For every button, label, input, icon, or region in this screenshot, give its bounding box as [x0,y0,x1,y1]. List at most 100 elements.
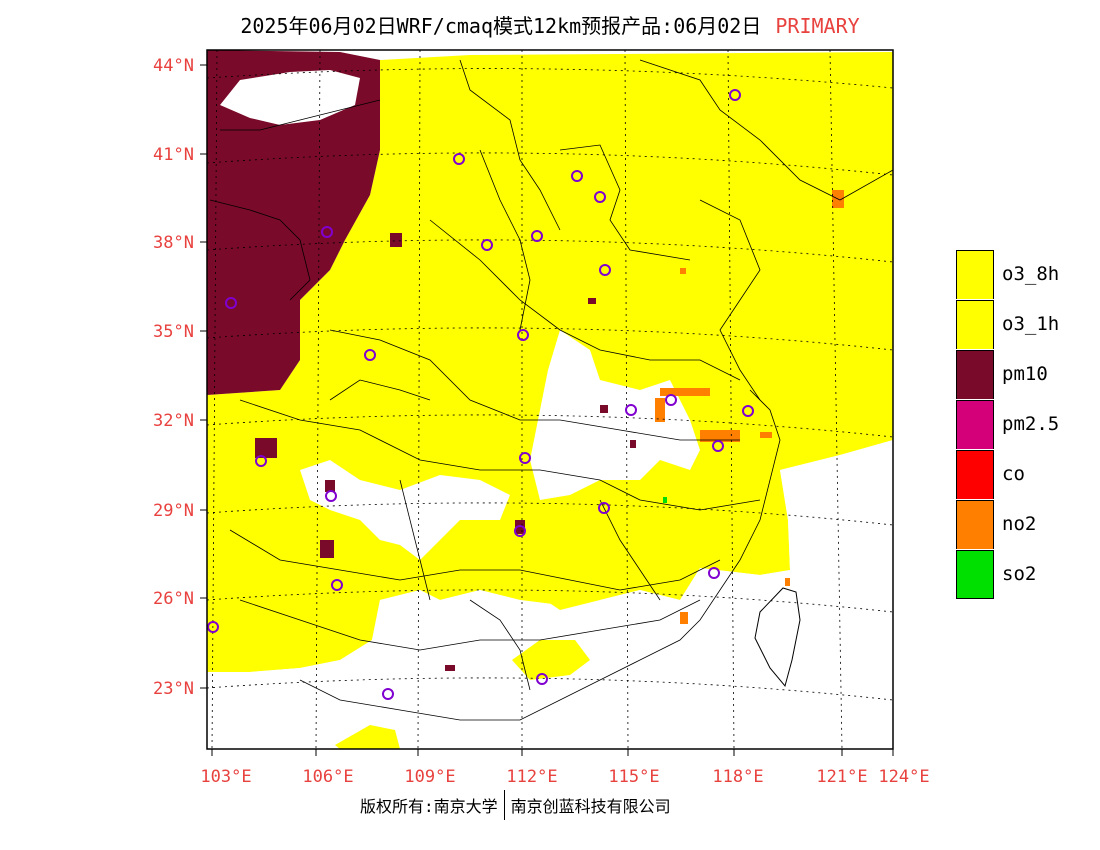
lat-label: 23°N [153,679,194,699]
legend-swatch [956,299,994,349]
tick-marks [200,64,894,756]
pm10-spot [255,438,277,458]
lat-label: 26°N [153,589,194,609]
pm10-spot [445,665,455,671]
no2-spot [680,268,686,274]
pm10-spot [630,440,636,448]
legend: o3_8h o3_1h pm10 pm2.5 co no2 so2 [956,249,1059,599]
station-marker [207,621,219,633]
station-marker [625,404,637,416]
legend-label: so2 [1002,563,1037,585]
no2-spot [655,398,665,422]
station-marker [255,455,267,467]
station-marker [598,502,610,514]
legend-swatch [956,549,994,599]
station-marker [708,567,720,579]
no2-spot [785,578,790,586]
station-marker [321,226,333,238]
lon-label: 103°E [200,767,251,787]
station-marker [729,89,741,101]
station-marker [382,688,394,700]
legend-label: o3_8h [1002,263,1060,285]
o3-patch-south-1 [512,640,590,680]
station-marker [594,191,606,203]
legend-item-so2: so2 [956,549,1059,599]
lat-label: 32°N [153,411,194,431]
legend-item-o3-1h: o3_1h [956,299,1059,349]
legend-swatch [956,449,994,499]
no2-spot [660,388,710,396]
station-marker [453,153,465,165]
o3-patch-south-2 [335,725,400,749]
no2-spot [760,432,772,438]
lon-label: 124°E [878,767,929,787]
station-marker [225,297,237,309]
title-main: 2025年06月02日WRF/cmaq模式12km预报产品:06月02日 [240,14,762,38]
station-marker [364,349,376,361]
legend-label: no2 [1002,513,1037,535]
station-marker [742,405,754,417]
lon-label: 109°E [404,767,455,787]
lat-labels: 44°N 41°N 38°N 35°N 32°N 29°N 26°N 23°N [153,56,194,699]
legend-item-pm25: pm2.5 [956,399,1059,449]
o3-patch-south-3 [545,580,600,610]
station-marker [517,329,529,341]
so2-spot [663,497,667,503]
lat-label: 44°N [153,56,194,76]
white-hole-north [220,70,360,125]
footer-divider [503,790,505,820]
map-area [207,50,893,749]
lon-label: 121°E [816,767,867,787]
lon-label: 112°E [506,767,557,787]
white-east-sea [780,440,893,570]
map-frame [206,49,894,750]
lon-label: 118°E [712,767,763,787]
title-primary-tag: PRIMARY [775,14,860,38]
legend-swatch [956,399,994,449]
no2-spot [680,612,688,624]
station-marker [712,440,724,452]
pm10-spot [320,540,334,558]
taiwan-outline [754,587,801,688]
station-marker [519,452,531,464]
province-boundaries [209,59,893,721]
copyright-left: 版权所有:南京大学 [360,797,498,816]
legend-label: co [1002,463,1025,485]
pm10-spot [325,480,335,492]
legend-item-co: co [956,449,1059,499]
station-marker [536,673,548,685]
legend-label: pm2.5 [1002,413,1060,435]
legend-label: o3_1h [1002,313,1060,335]
station-markers [207,89,754,700]
lat-label: 29°N [153,501,194,521]
copyright-right: 南京创蓝科技有限公司 [510,797,671,816]
station-marker [514,525,526,537]
lat-label: 38°N [153,233,194,253]
lat-label: 35°N [153,322,194,342]
station-marker [571,170,583,182]
legend-item-no2: no2 [956,499,1059,549]
lat-label: 41°N [153,145,194,165]
legend-swatch [956,349,994,399]
lon-labels: 103°E 106°E 109°E 112°E 115°E 118°E 121°… [200,767,929,787]
legend-item-o3-8h: o3_8h [956,249,1059,299]
pm10-spot [390,233,402,247]
lon-label: 106°E [302,767,353,787]
legend-swatch [956,249,994,299]
white-basin-central [530,330,700,500]
station-marker [331,579,343,591]
legend-label: pm10 [1002,363,1048,385]
station-marker [325,490,337,502]
pm10-spot [588,298,596,304]
copyright-footer: 版权所有:南京大学 南京创蓝科技有限公司 [360,790,671,820]
pm10-region-west [207,50,380,395]
white-hole-sichuan [300,460,510,560]
no2-spot [700,430,740,442]
station-marker [665,394,677,406]
legend-swatch [956,499,994,549]
lon-label: 115°E [608,767,659,787]
legend-item-pm10: pm10 [956,349,1059,399]
station-marker [531,230,543,242]
map-title: 2025年06月02日WRF/cmaq模式12km预报产品:06月02日 PRIM… [0,10,1100,39]
